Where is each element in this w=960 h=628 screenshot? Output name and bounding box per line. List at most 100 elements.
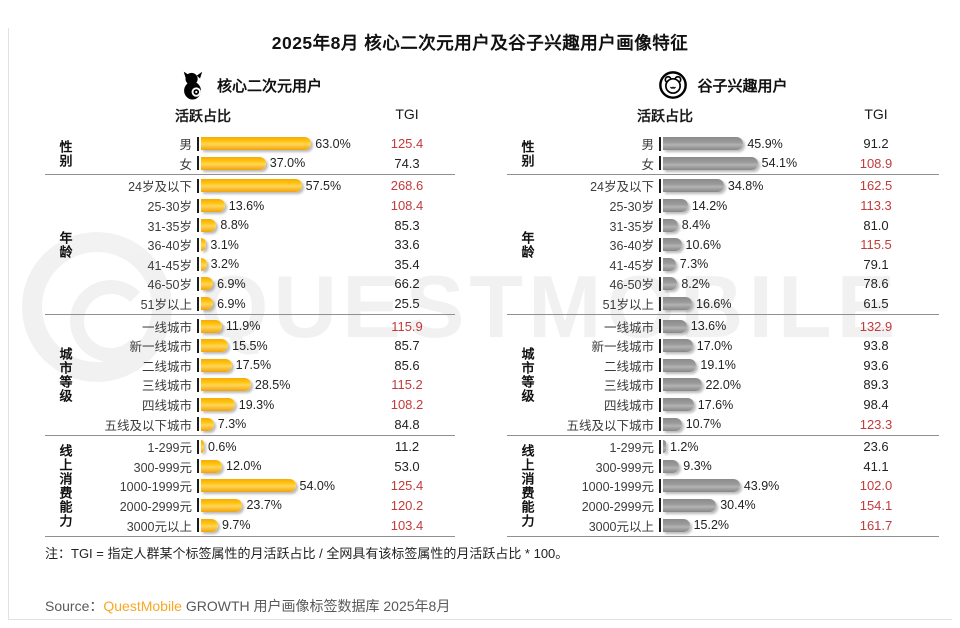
category-label: 31-35岁 xyxy=(147,219,192,234)
tgi-value: 74.3 xyxy=(394,155,420,171)
value-bar xyxy=(201,257,207,271)
category-label: 46-50岁 xyxy=(609,278,654,293)
bar-track: 10.6% xyxy=(659,237,846,252)
value-bar xyxy=(663,518,690,532)
bar-row: 31-35岁 8.4% 81.0 xyxy=(547,215,939,235)
bar-row: 四线城市 17.6% 98.4 xyxy=(547,395,939,415)
bar-row: 300-999元 12.0% 53.0 xyxy=(85,457,455,477)
tgi-definition-note: 注：TGI = 指定人群某个标签属性的月活跃占比 / 全网具有该标签属性的月活跃… xyxy=(45,546,569,561)
bar-row: 300-999元 9.3% 41.1 xyxy=(547,457,939,477)
value-bar xyxy=(201,277,214,291)
cat-icon xyxy=(178,70,208,100)
bar-track: 54.0% xyxy=(197,478,377,493)
bar-row: 女 37.0% 74.3 xyxy=(85,154,455,174)
tgi-value: 132.9 xyxy=(859,318,893,334)
bar-track: 14.2% xyxy=(659,198,846,213)
bar-track: 15.5% xyxy=(197,338,377,353)
percent-value: 8.2% xyxy=(681,276,710,291)
tgi-value: 91.2 xyxy=(863,136,889,152)
bar-track: 16.6% xyxy=(659,296,846,311)
category-label: 二线城市 xyxy=(603,359,654,374)
bar-row: 2000-2999元 30.4% 154.1 xyxy=(547,496,939,516)
slide-frame-bottom xyxy=(8,619,952,620)
source-line: Source：QuestMobile GROWTH 用户画像标签数据库 2025… xyxy=(45,596,450,616)
value-bar xyxy=(663,218,678,232)
value-bar xyxy=(201,398,235,412)
legend-label-core-acg: 核心二次元用户 xyxy=(216,77,322,95)
percent-value: 15.5% xyxy=(232,338,268,353)
value-bar xyxy=(201,358,232,372)
tgi-value: 85.3 xyxy=(394,217,420,233)
bar-track: 28.5% xyxy=(197,377,377,392)
category-label: 男 xyxy=(641,138,654,153)
percent-value: 13.6% xyxy=(690,319,727,334)
percent-value: 12.0% xyxy=(226,459,262,474)
bar-track: 54.1% xyxy=(659,156,846,171)
tgi-header: TGI xyxy=(395,106,419,122)
tgi-value: 161.7 xyxy=(859,517,893,533)
tgi-value: 85.6 xyxy=(394,357,420,373)
group-rows: 1-299元 0.6% 11.2 300-999元 12.0% 53.0 1000-1999… xyxy=(85,436,455,536)
bar-row: 31-35岁 8.8% 85.3 xyxy=(85,215,455,235)
tgi-value: 108.4 xyxy=(390,198,424,214)
bar-row: 1000-1999元 54.0% 125.4 xyxy=(85,476,455,496)
bar-track: 3.2% xyxy=(197,257,377,272)
bar-track: 9.7% xyxy=(197,518,377,533)
category-label: 2000-2999元 xyxy=(581,499,654,514)
group-rows: 一线城市 11.9% 115.9 新一线城市 15.5% 85.7 二线城市 17.5% 85.… xyxy=(85,315,455,435)
category-label: 2000-2999元 xyxy=(119,499,192,514)
tgi-value: 78.6 xyxy=(863,276,889,292)
value-bar xyxy=(663,479,740,493)
bar-track: 9.3% xyxy=(659,459,846,474)
percent-value: 28.5% xyxy=(254,377,291,392)
group-label: 城市等级 xyxy=(57,347,73,404)
bar-row: 51岁以上 6.9% 25.5 xyxy=(85,294,455,314)
tgi-value: 115.9 xyxy=(391,318,423,334)
percent-value: 0.6% xyxy=(208,439,237,454)
tgi-value: 115.2 xyxy=(391,377,423,393)
category-group: 线上消费能力 1-299元 1.2% 23.6 300-999元 9.3% 41.1 1000… xyxy=(507,434,939,536)
tgi-value: 41.1 xyxy=(863,458,889,474)
source-brand: QuestMobile xyxy=(103,598,182,614)
category-label: 四线城市 xyxy=(141,399,192,414)
group-label: 年龄 xyxy=(519,230,535,259)
tgi-header: TGI xyxy=(864,106,888,122)
value-bar xyxy=(201,378,251,392)
bar-row: 25-30岁 14.2% 113.3 xyxy=(547,196,939,216)
percent-value: 6.9% xyxy=(217,276,246,291)
value-bar xyxy=(201,156,266,170)
category-label: 24岁及以下 xyxy=(590,180,654,195)
category-label: 24岁及以下 xyxy=(128,180,192,195)
bar-track: 43.9% xyxy=(659,478,846,493)
value-bar xyxy=(201,238,207,252)
category-label: 1000-1999元 xyxy=(119,480,192,495)
category-label: 1000-1999元 xyxy=(581,480,654,495)
category-group: 年龄 24岁及以下 34.8% 162.5 25-30岁 14.2% 113.3 31-35岁… xyxy=(507,174,939,314)
bar-track: 17.5% xyxy=(197,358,377,373)
tgi-value: 162.5 xyxy=(859,178,893,194)
bar-row: 2000-2999元 23.7% 120.2 xyxy=(85,496,455,516)
tgi-value: 115.5 xyxy=(860,237,892,253)
bar-row: 五线及以下城市 7.3% 84.8 xyxy=(85,414,455,434)
percent-value: 63.0% xyxy=(315,136,351,151)
category-label: 女 xyxy=(641,157,654,172)
value-bar xyxy=(663,339,693,353)
value-bar xyxy=(663,378,702,392)
category-label: 1-299元 xyxy=(609,441,654,456)
percent-value: 9.7% xyxy=(221,518,251,533)
tgi-value: 268.6 xyxy=(390,178,424,194)
value-bar xyxy=(201,459,222,473)
category-label: 25-30岁 xyxy=(147,200,192,215)
value-bar xyxy=(201,518,218,532)
chart-body-goods-interest: 性别 男 45.9% 91.2 女 54.1% 108.9 年龄 24岁及以下 34.8% 162.… xyxy=(507,133,939,537)
value-bar xyxy=(663,440,666,454)
percent-value: 17.0% xyxy=(696,338,733,353)
columns-header: 活跃占比 TGI xyxy=(507,104,939,129)
category-group: 性别 男 45.9% 91.2 女 54.1% 108.9 xyxy=(507,133,939,174)
bar-track: 7.3% xyxy=(659,257,846,272)
percent-value: 19.3% xyxy=(238,397,275,412)
tgi-value: 113.3 xyxy=(860,198,892,214)
bar-track: 23.7% xyxy=(197,498,377,513)
percent-value: 11.9% xyxy=(225,319,261,334)
